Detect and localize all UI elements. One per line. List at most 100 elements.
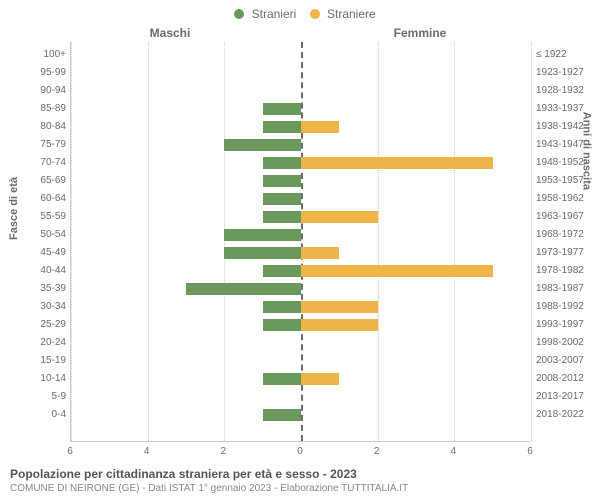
age-row: [71, 318, 531, 332]
bar-male: [263, 157, 301, 169]
bar-female: [301, 121, 339, 133]
age-row: [71, 228, 531, 242]
x-tick-label: 2: [374, 446, 380, 457]
y-label-birth: 1978-1982: [536, 264, 600, 278]
legend-label-female: Straniere: [327, 7, 376, 21]
y-label-age: 15-19: [2, 354, 66, 368]
bar-female: [301, 301, 378, 313]
bar-male: [224, 229, 301, 241]
column-title-male: Maschi: [0, 26, 300, 40]
y-label-age: 60-64: [2, 192, 66, 206]
age-row: [71, 138, 531, 152]
bar-male: [263, 409, 301, 421]
x-tick-label: 6: [67, 446, 73, 457]
bar-female: [301, 265, 493, 277]
bar-male: [263, 319, 301, 331]
y-label-birth: 1993-1997: [536, 318, 600, 332]
y-label-age: 30-34: [2, 300, 66, 314]
y-label-birth: 2013-2017: [536, 390, 600, 404]
bar-female: [301, 373, 339, 385]
bar-male: [263, 193, 301, 205]
bar-male: [263, 265, 301, 277]
bar-female: [301, 211, 378, 223]
bar-male: [224, 139, 301, 151]
y-label-birth: ≤ 1922: [536, 48, 600, 62]
y-label-birth: 1923-1927: [536, 66, 600, 80]
y-label-birth: 1958-1962: [536, 192, 600, 206]
bar-male: [263, 121, 301, 133]
bar-male: [224, 247, 301, 259]
y-label-age: 40-44: [2, 264, 66, 278]
y-label-age: 25-29: [2, 318, 66, 332]
y-label-age: 55-59: [2, 210, 66, 224]
age-row: [71, 300, 531, 314]
age-row: [71, 174, 531, 188]
y-label-age: 35-39: [2, 282, 66, 296]
y-label-birth: 1953-1957: [536, 174, 600, 188]
age-row: [71, 390, 531, 404]
y-label-birth: 1938-1942: [536, 120, 600, 134]
y-label-birth: 1928-1932: [536, 84, 600, 98]
x-tick-label: 4: [144, 446, 150, 457]
y-label-birth: 2008-2012: [536, 372, 600, 386]
age-row: [71, 408, 531, 422]
age-row: [71, 192, 531, 206]
y-label-age: 50-54: [2, 228, 66, 242]
y-label-age: 70-74: [2, 156, 66, 170]
y-label-birth: 1968-1972: [536, 228, 600, 242]
age-row: [71, 246, 531, 260]
age-row: [71, 48, 531, 62]
age-row: [71, 102, 531, 116]
age-row: [71, 336, 531, 350]
y-label-birth: 2018-2022: [536, 408, 600, 422]
legend-swatch-male: [234, 9, 244, 19]
age-row: [71, 210, 531, 224]
age-row: [71, 84, 531, 98]
y-label-age: 75-79: [2, 138, 66, 152]
y-label-birth: 1983-1987: [536, 282, 600, 296]
bar-male: [263, 373, 301, 385]
age-row: [71, 354, 531, 368]
gridline: [531, 42, 532, 441]
y-label-age: 80-84: [2, 120, 66, 134]
chart-footer: Popolazione per cittadinanza straniera p…: [10, 467, 408, 494]
age-row: [71, 372, 531, 386]
y-label-age: 95-99: [2, 66, 66, 80]
chart-subtitle: COMUNE DI NEIRONE (GE) - Dati ISTAT 1° g…: [10, 483, 408, 494]
y-label-birth: 1973-1977: [536, 246, 600, 260]
y-label-age: 20-24: [2, 336, 66, 350]
y-label-birth: 1948-1952: [536, 156, 600, 170]
chart-title: Popolazione per cittadinanza straniera p…: [10, 467, 408, 481]
plot-area: [70, 42, 530, 442]
y-label-age: 5-9: [2, 390, 66, 404]
y-label-age: 45-49: [2, 246, 66, 260]
age-row: [71, 156, 531, 170]
bar-male: [263, 211, 301, 223]
column-title-female: Femmine: [300, 26, 600, 40]
y-label-birth: 1988-1992: [536, 300, 600, 314]
y-label-birth: 1933-1937: [536, 102, 600, 116]
bar-female: [301, 247, 339, 259]
age-row: [71, 264, 531, 278]
age-row: [71, 66, 531, 80]
bar-male: [186, 283, 301, 295]
y-label-age: 85-89: [2, 102, 66, 116]
y-label-birth: 1943-1947: [536, 138, 600, 152]
chart-container: Stranieri Straniere Maschi Femmine Fasce…: [0, 0, 600, 500]
legend-label-male: Stranieri: [252, 7, 297, 21]
x-tick-label: 6: [527, 446, 533, 457]
legend-swatch-female: [310, 9, 320, 19]
y-label-age: 90-94: [2, 84, 66, 98]
bar-male: [263, 301, 301, 313]
y-label-age: 65-69: [2, 174, 66, 188]
age-row: [71, 120, 531, 134]
x-tick-label: 0: [297, 446, 303, 457]
y-label-age: 10-14: [2, 372, 66, 386]
y-label-birth: 1998-2002: [536, 336, 600, 350]
legend: Stranieri Straniere: [0, 6, 600, 21]
y-label-age: 100+: [2, 48, 66, 62]
x-tick-label: 4: [451, 446, 457, 457]
bar-male: [263, 175, 301, 187]
bar-female: [301, 157, 493, 169]
age-row: [71, 282, 531, 296]
